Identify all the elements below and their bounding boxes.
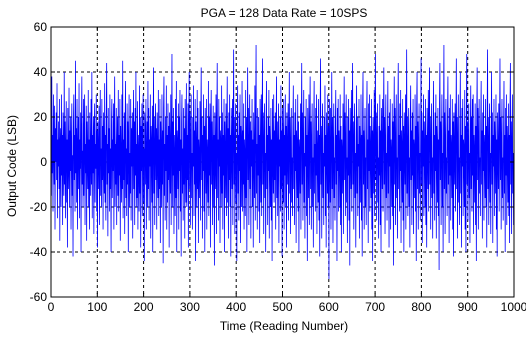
chart-title: PGA = 128 Data Rate = 10SPS [201,6,368,20]
y-tick-label: -20 [30,200,48,214]
x-tick-label: 400 [226,300,246,314]
x-tick-label: 800 [411,300,431,314]
x-tick-label: 300 [180,300,200,314]
y-tick-label: -40 [30,245,48,259]
x-axis-label: Time (Reading Number) [220,319,348,333]
x-tick-label: 1000 [501,300,526,314]
series-group [50,44,515,280]
x-tick-label: 700 [365,300,385,314]
x-tick-label: 500 [272,300,292,314]
y-tick-label: 20 [34,110,48,124]
x-tick-label: 0 [48,300,55,314]
y-tick-label: 40 [34,65,48,79]
y-tick-label: 60 [34,20,48,34]
x-tick-label: 900 [458,300,478,314]
y-tick-label: 0 [40,155,47,169]
axis-ticks: 0 100 200 300 400 500 600 700 800 900 1000-60-40-2… [30,20,526,314]
y-tick-label: -60 [30,290,48,304]
x-tick-label: 200 [134,300,154,314]
x-tick-label: 100 [87,300,107,314]
y-axis-label: Output Code (LSB) [5,115,19,217]
x-tick-label: 600 [319,300,339,314]
series-line-0 [50,44,515,280]
